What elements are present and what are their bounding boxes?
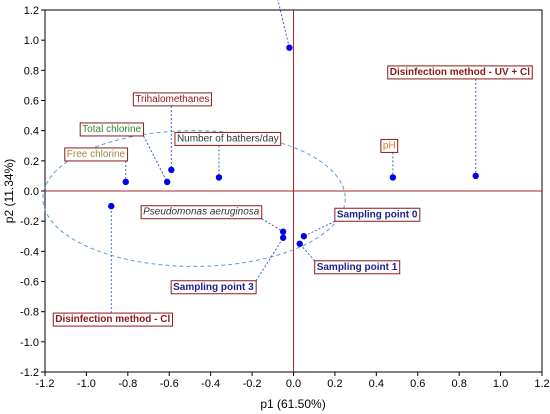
y-axis: 1.2 1.0 0.8 0.6 0.4 0.2 0.0 -0.2 -0.4 -0.6 -0.8 -1.… xyxy=(20,5,45,379)
y-tick-label: -0.4 xyxy=(20,246,39,258)
x-tick-label: -1.2 xyxy=(36,378,55,390)
point-label-text: Trihalomethanes xyxy=(135,94,209,105)
data-point xyxy=(108,202,115,210)
point-label: Trihalomethanes xyxy=(132,92,212,107)
point-label-text: Pseudomonas aeruginosa xyxy=(143,207,260,218)
point-label-box xyxy=(79,122,145,137)
x-tick-label: -0.2 xyxy=(243,378,262,390)
point-label-text: Disinfection method - Cl xyxy=(55,314,170,325)
y-axis-title: p2 (11.34%) xyxy=(2,159,16,223)
point-label-text: Sampling point 0 xyxy=(337,209,418,220)
y-tick-label: -0.8 xyxy=(20,307,39,319)
label-leader-line xyxy=(261,218,284,233)
data-point xyxy=(296,240,303,247)
point-label-box xyxy=(52,312,173,327)
y-tick-label: 0.2 xyxy=(24,156,39,168)
label-leader-line xyxy=(143,135,168,183)
data-point xyxy=(168,166,175,174)
data-point xyxy=(300,233,308,240)
data-point xyxy=(279,234,287,241)
point-label-box xyxy=(170,280,257,295)
point-label: pH xyxy=(380,138,399,153)
data-point xyxy=(122,178,129,186)
point-label: Disinfection method - Cl xyxy=(52,312,173,327)
data-point xyxy=(472,172,479,180)
point-label-text: Free chlorine xyxy=(67,149,126,160)
data-point xyxy=(163,178,171,186)
point-label-box xyxy=(380,138,399,153)
point-label-text: Disinfection method - UV + Cl xyxy=(390,67,531,78)
point-label-box xyxy=(140,205,263,220)
point-label-box xyxy=(387,65,533,80)
point-label-box xyxy=(132,92,212,107)
y-tick-label: -1.2 xyxy=(20,367,39,379)
data-point xyxy=(215,174,223,181)
x-tick-label: -0.4 xyxy=(201,378,220,390)
y-tick-label: -1.0 xyxy=(20,337,39,349)
point-label-box xyxy=(64,147,129,162)
cluster-ellipse xyxy=(42,130,346,267)
point-label-text: Sampling point 3 xyxy=(173,282,254,293)
point-label: Total chlorine xyxy=(79,122,145,137)
label-leaders xyxy=(110,0,477,314)
point-label-text: pH xyxy=(383,140,396,151)
x-tick-label: 1.0 xyxy=(493,378,508,390)
y-tick-label: 1.0 xyxy=(24,35,39,47)
y-tick-label: 0.0 xyxy=(24,186,39,198)
point-label: Number of bathers/day xyxy=(174,131,282,146)
point-label: Sampling point 1 xyxy=(314,260,401,275)
data-points xyxy=(108,44,479,247)
point-label-text: Total chlorine xyxy=(82,124,141,135)
x-tick-label: 0.8 xyxy=(452,378,467,390)
x-tick-label: -1.0 xyxy=(77,378,96,390)
x-tick-label: -0.6 xyxy=(160,378,179,390)
x-axis-title: p1 (61.50%) xyxy=(260,397,325,411)
point-label: Disinfection method - UV + Cl xyxy=(387,65,533,80)
x-tick-label: 0.4 xyxy=(369,378,384,390)
data-point xyxy=(389,174,397,181)
x-axis: -1.2 -1.0 -0.8 -0.6 -0.4 -0.2 0.0 0.2 0.4 0.6 0.8 1… xyxy=(36,372,550,390)
point-label: Sampling point 3 xyxy=(170,280,257,295)
data-point xyxy=(286,44,293,51)
y-tick-label: 0.8 xyxy=(24,65,39,77)
y-tick-label: 0.4 xyxy=(24,126,39,138)
x-tick-label: 0.2 xyxy=(327,378,342,390)
x-tick-label: 1.2 xyxy=(534,378,549,390)
y-tick-label: -0.2 xyxy=(20,216,39,228)
point-label: Sampling point 0 xyxy=(334,207,421,222)
label-leader-line xyxy=(303,220,336,237)
point-label-box xyxy=(174,131,282,146)
point-label-text: Number of bathers/day xyxy=(177,133,279,144)
point-label-box xyxy=(314,260,401,275)
point-label: Pseudomonas aeruginosa xyxy=(140,205,263,220)
y-tick-label: 0.6 xyxy=(24,96,39,108)
y-tick-label: 1.2 xyxy=(24,5,39,17)
point-label: Free chlorine xyxy=(64,147,129,162)
point-label-text: Sampling point 1 xyxy=(317,262,398,273)
x-tick-label: 0.6 xyxy=(410,378,425,390)
x-tick-label: 0.0 xyxy=(286,378,301,390)
y-tick-label: -0.6 xyxy=(20,277,39,289)
label-leader-line xyxy=(255,237,284,282)
data-point xyxy=(279,228,287,235)
point-label-box xyxy=(334,207,421,222)
x-tick-label: -0.8 xyxy=(118,378,137,390)
